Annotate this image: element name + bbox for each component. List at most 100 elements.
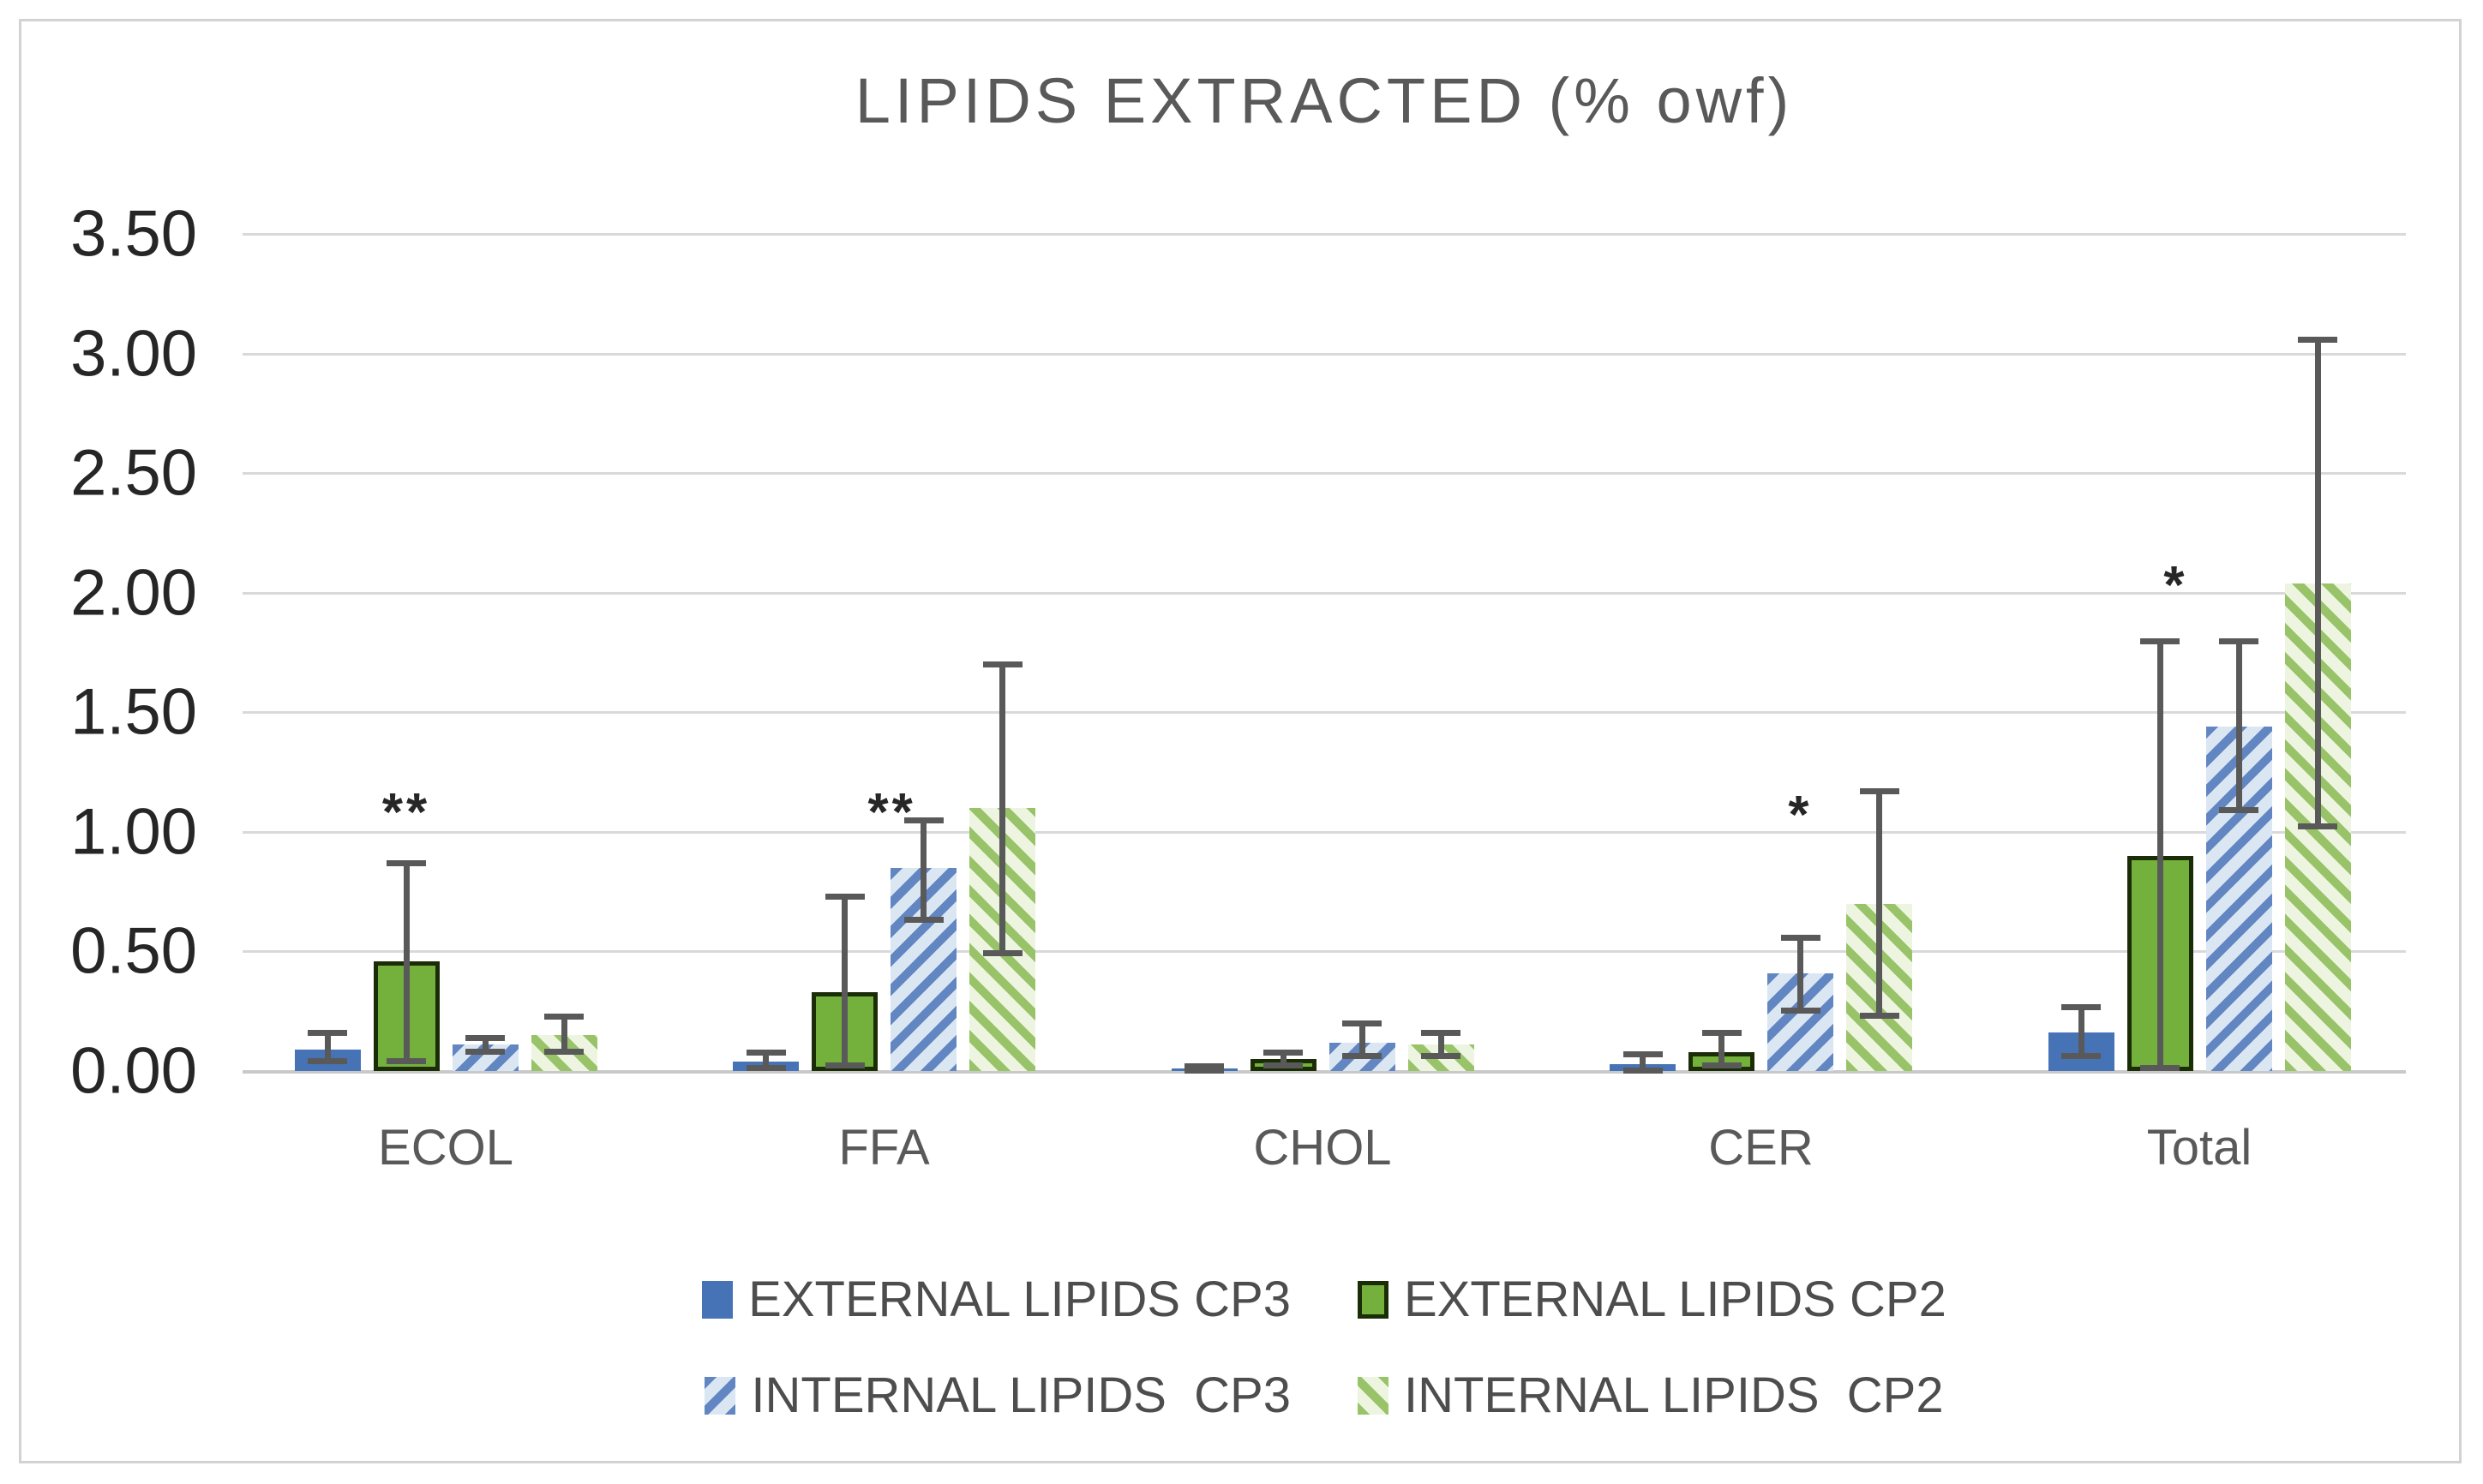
error-bar-line [763, 1051, 769, 1069]
error-bar-cap-bottom [1622, 1068, 1663, 1074]
significance-marker-ecol: ** [381, 782, 431, 842]
gridline [243, 711, 2406, 715]
error-bar-line [1797, 936, 1803, 1012]
error-bar-line [2156, 640, 2163, 1069]
error-bar-cap-bottom [544, 1048, 584, 1055]
x-tick-label-chol: CHOL [1253, 1120, 1392, 1176]
error-bar-cap-bottom [1780, 1008, 1820, 1014]
significance-marker-cer: * [1788, 785, 1813, 845]
y-tick-label: 1.00 [70, 795, 197, 869]
error-bar-line [1358, 1023, 1365, 1057]
error-bar-cap-bottom [1859, 1012, 1899, 1019]
error-bar-cap-top [308, 1030, 347, 1037]
legend-item-series4: INTERNAL LIPIDS CP2 [1358, 1367, 1944, 1424]
y-tick-label: 3.00 [70, 317, 197, 391]
error-bar-cap-bottom [746, 1065, 786, 1072]
error-bar-line [482, 1037, 489, 1052]
error-bar-line [1640, 1054, 1646, 1071]
error-bar-cap-top [746, 1049, 786, 1056]
error-bar-line [324, 1032, 331, 1062]
error-bar-cap-top [1263, 1049, 1303, 1056]
error-bar-cap-top [825, 894, 865, 901]
chart-title: LIPIDS EXTRACTED (% owf) [855, 65, 1794, 136]
legend-label-series1: EXTERNAL LIPIDS CP3 [748, 1272, 1291, 1327]
x-tick-label-total: Total [2146, 1120, 2252, 1176]
x-tick-label-cer: CER [1708, 1120, 1814, 1176]
error-bar-cap-bottom [1421, 1053, 1460, 1060]
legend-item-series2: EXTERNAL LIPIDS CP2 [1358, 1271, 1946, 1328]
error-bar-line [403, 863, 410, 1062]
error-bar-cap-bottom [1701, 1062, 1742, 1069]
error-bar-cap-top [1342, 1020, 1382, 1027]
error-bar-cap-top [2298, 336, 2337, 343]
error-bar-cap-top [2061, 1003, 2101, 1010]
error-bar-cap-top [1859, 788, 1899, 795]
gridline [243, 591, 2406, 595]
error-bar-cap-bottom [465, 1048, 505, 1055]
legend-swatch-series4 [1358, 1376, 1388, 1415]
error-bar-line [1718, 1032, 1724, 1067]
error-bar-line [1876, 791, 1882, 1016]
error-bar-cap-top [1701, 1030, 1742, 1037]
legend-item-series3: INTERNAL LIPIDS CP3 [705, 1367, 1291, 1424]
error-bar-cap-top [465, 1034, 505, 1041]
error-bar-line [842, 896, 848, 1067]
gridline [243, 352, 2406, 356]
legend-label-series4: INTERNAL LIPIDS CP2 [1404, 1367, 1944, 1423]
error-bar-cap-bottom [2140, 1065, 2180, 1072]
error-bar-line [1280, 1051, 1286, 1067]
error-bar-cap-bottom [1342, 1053, 1382, 1060]
legend-swatch-series3 [705, 1376, 736, 1415]
error-bar-cap-bottom [308, 1057, 347, 1064]
gridline [243, 472, 2406, 476]
error-bar-cap-top [1185, 1063, 1224, 1070]
gridline [243, 830, 2406, 834]
error-bar-cap-top [1421, 1030, 1460, 1037]
error-bar-cap-top [2219, 637, 2258, 644]
legend-row-2: INTERNAL LIPIDS CP3 INTERNAL LIPIDS CP2 [243, 1367, 2406, 1424]
error-bar-line [1437, 1032, 1444, 1057]
error-bar-cap-top [387, 860, 426, 867]
error-bar-cap-top [1622, 1051, 1663, 1058]
significance-marker-total: * [2163, 555, 2188, 615]
error-bar-line [561, 1015, 567, 1052]
y-tick-label: 3.50 [70, 197, 197, 271]
error-bar-cap-bottom [1263, 1062, 1303, 1069]
error-bar-cap-bottom [387, 1057, 426, 1064]
legend-swatch-series2 [1358, 1280, 1388, 1319]
error-bar-cap-top [1780, 934, 1820, 941]
legend-swatch-series1 [702, 1280, 734, 1319]
gridline [243, 950, 2406, 954]
legend-label-series2: EXTERNAL LIPIDS CP2 [1404, 1272, 1946, 1327]
figure-border [19, 19, 2462, 1463]
y-tick-label: 2.50 [70, 436, 197, 510]
error-bar-line [999, 664, 1005, 954]
legend-row-1: EXTERNAL LIPIDS CP3 EXTERNAL LIPIDS CP2 [243, 1271, 2406, 1328]
error-bar-line [2235, 640, 2242, 811]
y-tick-label: 0.00 [70, 1034, 197, 1108]
error-bar-cap-bottom [982, 950, 1023, 957]
error-bar-cap-top [903, 817, 944, 823]
error-bar-cap-bottom [2219, 806, 2258, 813]
y-tick-label: 0.50 [70, 914, 197, 988]
error-bar-line [2078, 1006, 2084, 1057]
error-bar-cap-bottom [2061, 1053, 2101, 1060]
error-bar-cap-bottom [825, 1062, 865, 1069]
error-bar-line [921, 819, 927, 921]
x-tick-label-ecol: ECOL [378, 1120, 513, 1176]
error-bar-cap-bottom [903, 917, 944, 924]
x-axis-line [243, 1070, 2406, 1074]
error-bar-cap-top [982, 661, 1023, 668]
error-bar-line [2314, 338, 2321, 828]
y-tick-label: 2.00 [70, 556, 197, 630]
error-bar-cap-top [2140, 637, 2180, 644]
error-bar-cap-bottom [1185, 1068, 1224, 1074]
significance-marker-ffa: ** [867, 782, 916, 842]
x-tick-label-ffa: FFA [838, 1120, 930, 1176]
gridline [243, 233, 2406, 236]
y-tick-label: 1.50 [70, 675, 197, 749]
error-bar-cap-top [544, 1013, 584, 1020]
legend-label-series3: INTERNAL LIPIDS CP3 [751, 1367, 1291, 1423]
legend-item-series1: EXTERNAL LIPIDS CP3 [702, 1271, 1291, 1328]
error-bar-cap-bottom [2298, 823, 2337, 830]
